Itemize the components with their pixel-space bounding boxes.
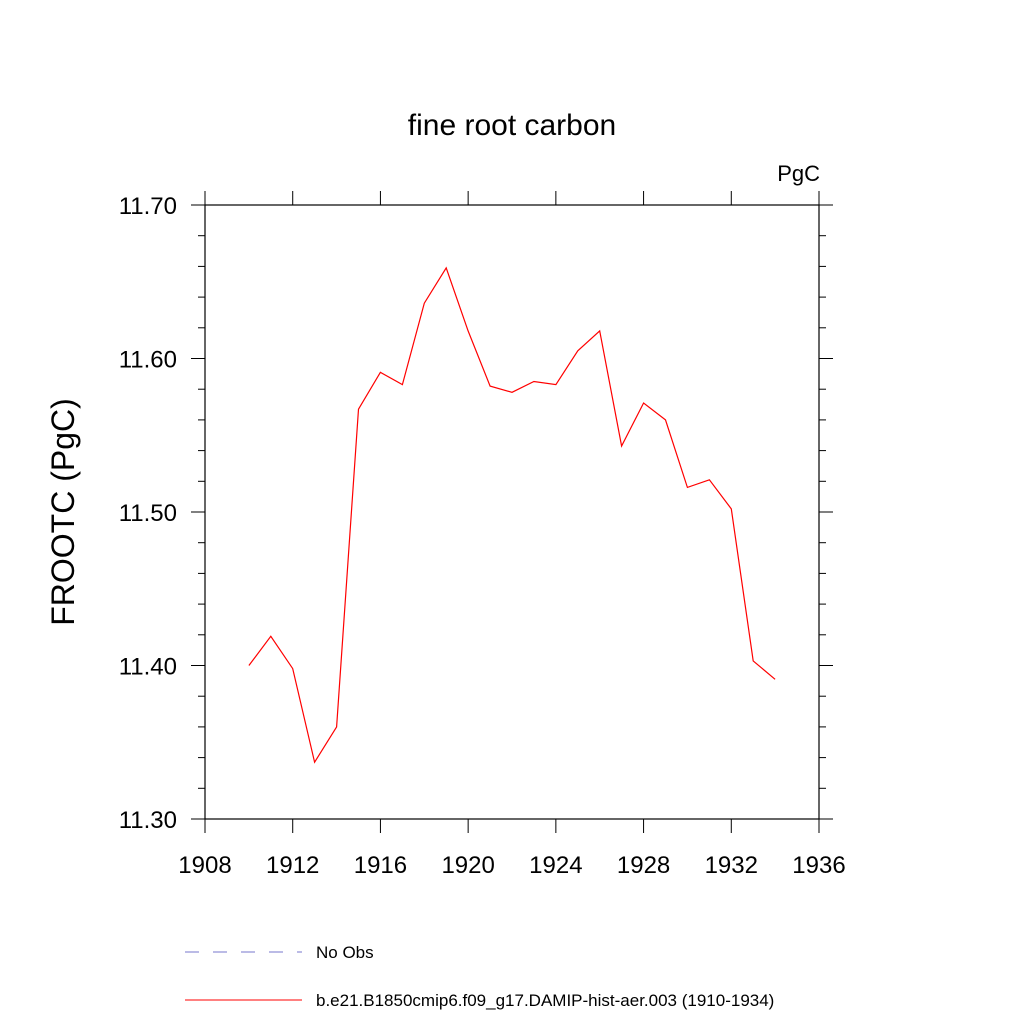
legend-label: b.e21.B1850cmip6.f09_g17.DAMIP-hist-aer.…	[316, 991, 774, 1010]
plot-frame	[204, 204, 820, 820]
y-tick-label: 11.60	[119, 347, 177, 374]
series-layer	[248, 266, 776, 764]
units-label: PgC	[777, 161, 820, 186]
legend-label: No Obs	[316, 943, 374, 962]
legend: No Obs b.e21.B1850cmip6.f09_g17.DAMIP-his…	[185, 943, 774, 1010]
y-tick-label: 11.70	[119, 193, 177, 220]
x-tick-label: 1924	[529, 852, 582, 879]
y-tick-label: 11.30	[119, 807, 177, 834]
x-tick-label: 1932	[705, 852, 758, 879]
x-axis-ticks: 1908 1912 1916 1920 1924 1928 1932 1936	[178, 191, 846, 879]
series-line	[248, 266, 776, 764]
x-tick-label: 1916	[354, 852, 407, 879]
x-tick-label: 1908	[178, 852, 231, 879]
x-tick-label: 1912	[266, 852, 319, 879]
x-tick-label: 1936	[792, 852, 845, 879]
x-tick-label: 1920	[441, 852, 494, 879]
x-tick-label: 1928	[617, 852, 670, 879]
y-axis-label: FROOTC (PgC)	[45, 398, 81, 626]
y-axis-ticks: 11.30 11.40 11.50 11.60 11.70	[119, 193, 833, 834]
chart-title: fine root carbon	[408, 109, 616, 142]
y-tick-label: 11.50	[119, 500, 177, 527]
y-tick-label: 11.40	[119, 654, 177, 681]
